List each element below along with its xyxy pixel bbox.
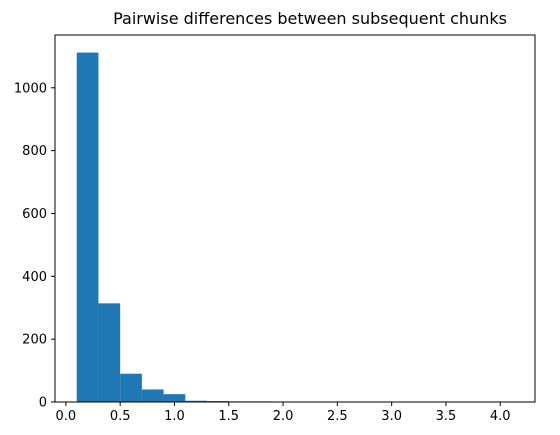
histogram-bar	[185, 400, 208, 402]
y-tick-label: 0	[39, 396, 47, 411]
histogram-bar	[163, 394, 186, 402]
x-tick-label: 1.5	[218, 409, 239, 424]
x-tick-label: 0.5	[110, 409, 131, 424]
x-tick-label: 4.0	[490, 409, 511, 424]
chart-title: Pairwise differences between subsequent …	[113, 9, 507, 28]
y-tick-label: 400	[22, 270, 47, 285]
histogram-bar	[120, 373, 142, 402]
x-tick-label: 2.0	[273, 409, 294, 424]
x-tick-label: 3.0	[381, 409, 402, 424]
histogram-bar	[141, 389, 164, 402]
x-axis: 0.0 0.5 1.0 1.5 2.0 2.5 3.0 3.5 4.0	[56, 402, 511, 424]
x-tick-label: 2.5	[327, 409, 348, 424]
y-tick-label: 200	[22, 333, 47, 348]
histogram-bar	[76, 52, 99, 403]
y-tick-label: 600	[22, 207, 47, 222]
histogram-bars	[76, 52, 513, 403]
y-axis: 0 200 400 600 800 1000	[14, 81, 55, 411]
y-tick-label: 1000	[14, 81, 47, 96]
x-tick-label: 3.5	[436, 409, 457, 424]
x-tick-label: 1.0	[164, 409, 185, 424]
plot-frame	[54, 34, 536, 403]
y-tick-label: 800	[22, 144, 47, 159]
histogram-bar	[98, 303, 121, 402]
x-tick-label: 0.0	[56, 409, 77, 424]
